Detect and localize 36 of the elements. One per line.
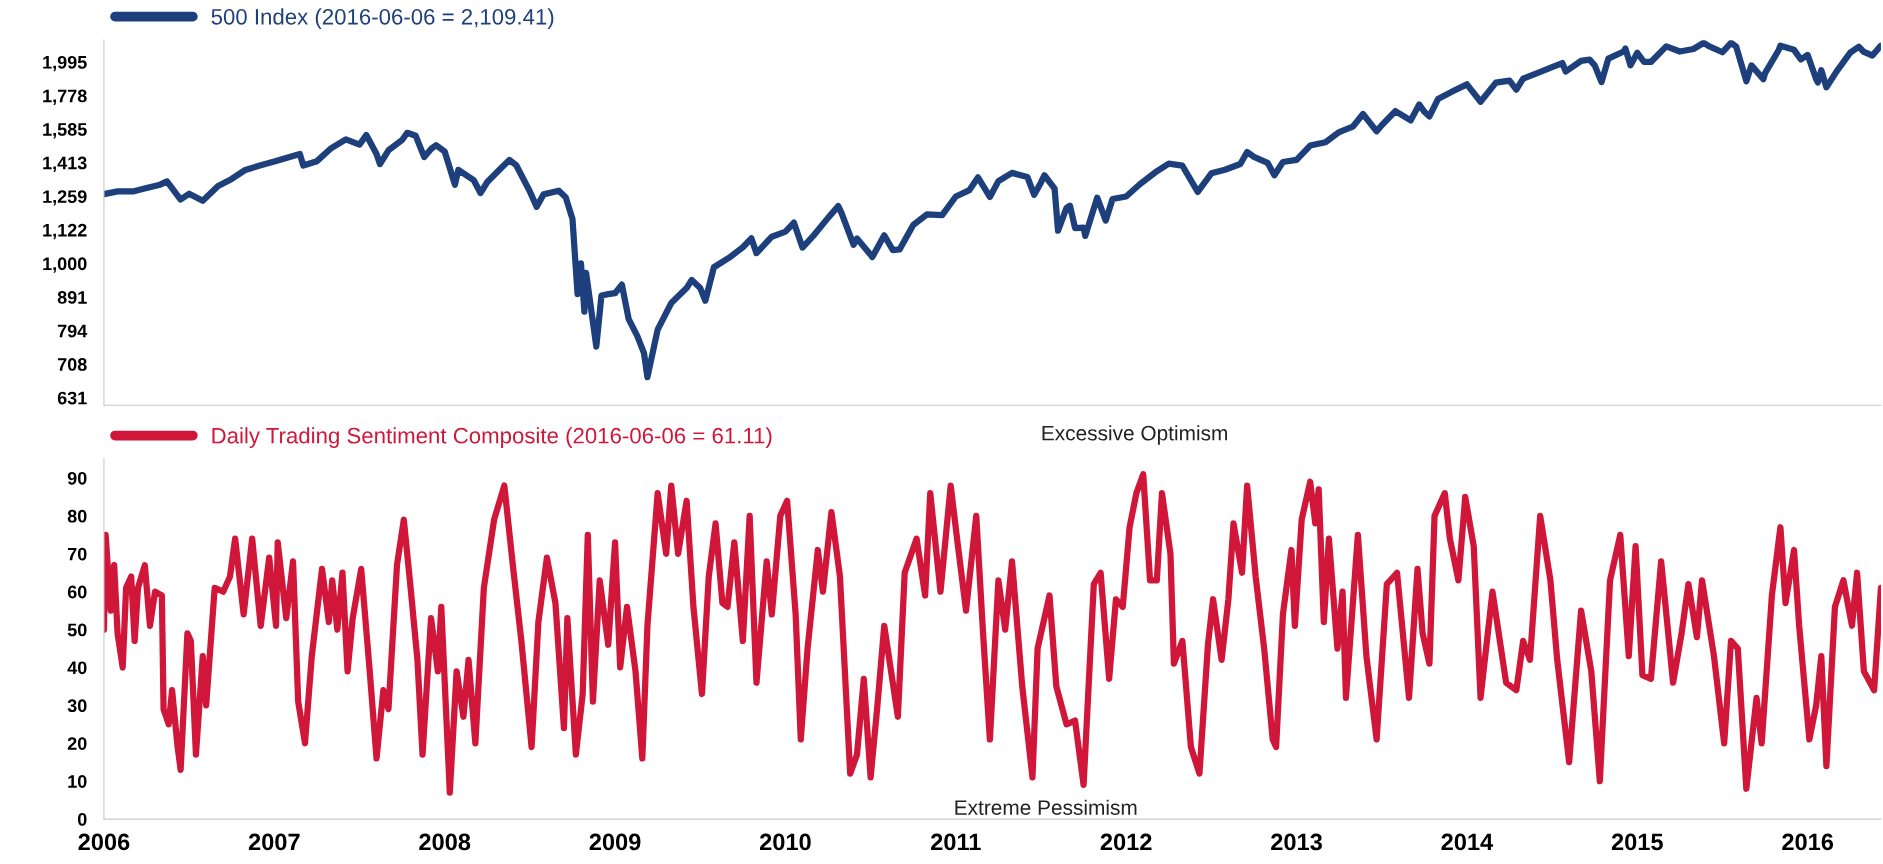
text: Excessive Optimism	[1042, 425, 1227, 445]
y-tick-label: 70	[67, 547, 87, 561]
legend-label: 500 Index (2016-06-06 = 2,109.41)	[211, 8, 554, 30]
x-tick-label: 2015	[1611, 833, 1663, 851]
y-tick-label: 30	[67, 699, 87, 713]
y-tick-label: 1,778	[43, 89, 87, 105]
x-tick-label: 2006	[78, 833, 130, 851]
y-tick-label: 794	[57, 324, 88, 338]
y-tick-label: 891	[57, 291, 87, 304]
y-tick-label: 631	[57, 391, 87, 405]
y-tick-label: 50	[67, 623, 87, 637]
x-tick-label: 2008	[419, 833, 471, 851]
y-tick-label: 10	[68, 775, 87, 788]
y-tick-label: 1,413	[43, 156, 87, 172]
legend-label: Daily Trading Sentiment Composite (2016-06-06 = 61.11)	[212, 427, 772, 448]
y-tick-label: 80	[67, 509, 87, 523]
x-tick-label: 2009	[589, 833, 641, 851]
x-tick-label: 2007	[248, 833, 300, 851]
y-tick-label: 1,585	[43, 123, 87, 139]
y-tick-label: 1,122	[43, 223, 87, 240]
y-tick-label: 90	[67, 471, 87, 485]
y-tick-label: 20	[67, 737, 87, 750]
y-tick-label: 60	[67, 585, 87, 599]
y-tick-label: 1,259	[43, 190, 87, 206]
annotation: Extreme Pessimism	[955, 799, 1137, 815]
x-tick-label: 2014	[1441, 833, 1494, 851]
x-tick-label: 2016	[1782, 833, 1834, 851]
y-tick-label: 40	[67, 661, 87, 675]
x-tick-label: 2010	[759, 833, 811, 851]
y-tick-label: 708	[57, 358, 87, 371]
y-tick-label: 1,995	[43, 55, 87, 72]
x-tick-label: 2011	[931, 833, 981, 851]
y-tick-label: 0	[77, 813, 87, 826]
y-tick-label: 1,000	[43, 257, 87, 273]
x-tick-label: 2012	[1100, 833, 1152, 851]
x-tick-label: 2013	[1271, 833, 1322, 851]
